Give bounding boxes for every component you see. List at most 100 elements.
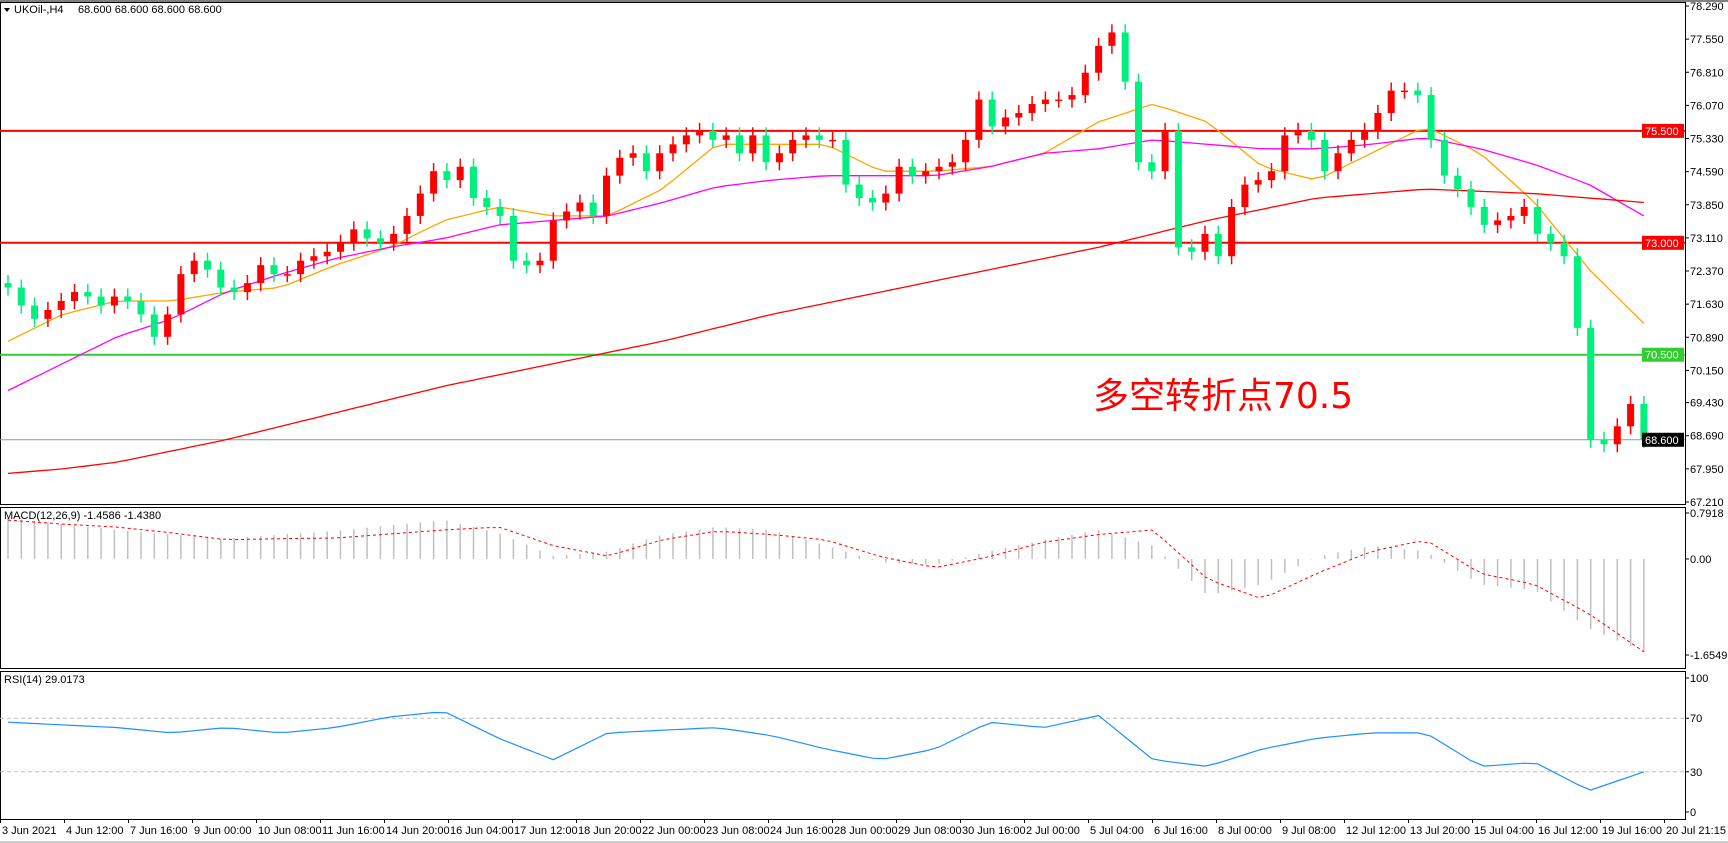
price-axis-label: 72.370 (1690, 266, 1724, 278)
candle (802, 127, 810, 148)
candle (1214, 225, 1222, 265)
candle (1188, 239, 1196, 260)
candle-body (1454, 175, 1462, 190)
candle (696, 122, 704, 144)
candle-body (164, 314, 172, 337)
candle (642, 145, 650, 180)
macd-axis-label: 0.00 (1690, 554, 1711, 566)
time-axis-label: 16 Jul 12:00 (1538, 825, 1598, 837)
candle-body (430, 171, 438, 194)
price-badges: 75.500 73.000 70.500 68.600 (1642, 123, 1684, 447)
candles (4, 24, 1648, 453)
candle-body (310, 256, 318, 261)
time-axis-label: 8 Jul 00:00 (1218, 825, 1272, 837)
candle (17, 279, 25, 314)
candle (243, 275, 251, 301)
symbol-timeframe: UKOil-,H4 (14, 4, 64, 16)
candle (1148, 154, 1156, 180)
candle (177, 266, 185, 323)
candle-body (1254, 180, 1262, 185)
candle (815, 127, 823, 148)
candle-body (656, 153, 664, 172)
price-badge-text: 68.600 (1645, 435, 1679, 447)
candle-body (1228, 206, 1236, 257)
price-pane-frame (0, 2, 1686, 505)
candle (1334, 145, 1342, 180)
candle-body (403, 215, 411, 234)
candle (483, 189, 491, 216)
candle-body (1294, 130, 1302, 136)
ma-fast-line (7, 103, 1645, 342)
time-axis-label: 5 Jul 04:00 (1090, 825, 1144, 837)
time-axis-label: 2 Jul 00:00 (1026, 825, 1080, 837)
candle (1241, 176, 1249, 216)
candle-body (948, 162, 956, 167)
time-axis-label: 23 Jun 08:00 (706, 825, 770, 837)
rsi-line (7, 711, 1645, 791)
candle (337, 234, 344, 260)
candle (1268, 163, 1275, 189)
candle-body (895, 166, 903, 194)
candle-body (696, 130, 704, 136)
candle (549, 212, 557, 269)
candle-body (1201, 233, 1209, 252)
candle (962, 131, 970, 171)
candle-body (709, 130, 717, 140)
candle-body (137, 301, 145, 315)
candle-body (1480, 206, 1488, 225)
time-axis-label: 30 Jun 16:00 (962, 825, 1026, 837)
candle-body (882, 193, 890, 203)
candle (97, 288, 105, 314)
candle-body (589, 202, 597, 216)
candle (164, 306, 172, 345)
dropdown-triangle-icon[interactable] (4, 8, 10, 12)
candle-body (908, 166, 916, 176)
rsi-pane (0, 711, 1685, 791)
candle-body (124, 296, 132, 302)
candle-body (1188, 247, 1196, 252)
candle-body (802, 135, 810, 140)
candle (789, 131, 797, 162)
candle-body (988, 99, 996, 127)
candle-body (775, 153, 783, 163)
candle (629, 145, 637, 166)
rsi-axis-label: 0 (1690, 807, 1696, 819)
candle-body (1307, 130, 1315, 140)
candle (443, 163, 451, 189)
candle-body (1587, 327, 1595, 440)
candle (1454, 167, 1462, 198)
candle (257, 257, 265, 292)
candle (1587, 319, 1595, 448)
candle-body (270, 265, 278, 275)
candle (1374, 104, 1382, 139)
candle-body (1387, 90, 1395, 113)
candle-body (17, 287, 25, 306)
candle-body (4, 283, 12, 288)
candle-body (1520, 206, 1528, 216)
time-axis-label: 11 Jun 16:00 (322, 825, 385, 837)
candle (456, 158, 464, 189)
candle-body (736, 135, 743, 154)
candle-body (323, 251, 331, 257)
candle (44, 301, 52, 327)
candle (589, 194, 597, 225)
candle (948, 154, 956, 175)
candle-body (177, 274, 185, 315)
candle-body (456, 166, 464, 181)
candle (1254, 172, 1262, 193)
time-axis-label: 20 Jul 21:15 (1666, 825, 1726, 837)
candle-body (975, 99, 983, 140)
candle-body (1174, 130, 1182, 248)
candle-body (283, 274, 291, 276)
candle (1201, 225, 1209, 260)
horizontal-lines[interactable] (0, 129, 1685, 441)
candle-body (297, 260, 305, 275)
candle (323, 243, 331, 265)
candle (922, 163, 930, 184)
candle (1095, 37, 1103, 81)
candle (536, 252, 544, 274)
candle-body (576, 202, 584, 212)
time-axis-label: 3 Jun 2021 (2, 825, 56, 837)
candle-body (230, 287, 238, 293)
